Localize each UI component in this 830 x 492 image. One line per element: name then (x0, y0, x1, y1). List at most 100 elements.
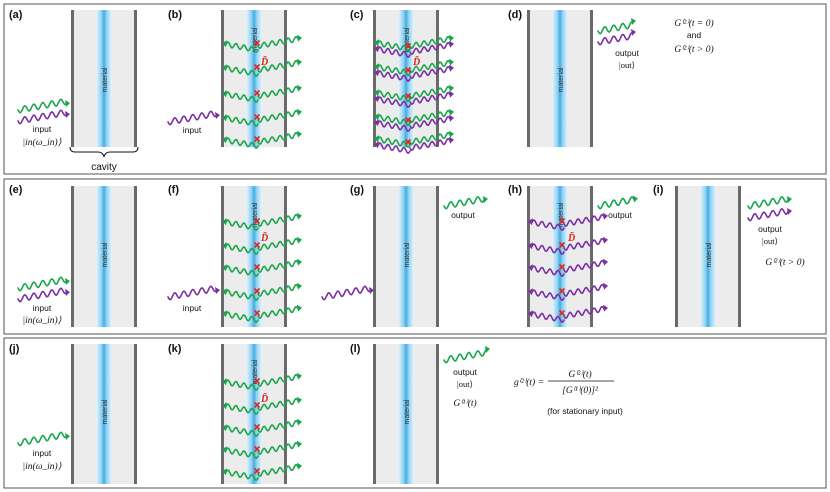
emitter-c-4 (404, 138, 412, 146)
label-a: (a) (9, 9, 23, 21)
photon-green-k-back-2 (222, 424, 259, 437)
photon-green-f-4 (257, 304, 302, 319)
photon-green-b-back-0 (222, 40, 259, 53)
photon-purple-h-back-3 (528, 288, 565, 301)
formula-d-2: G⁽²⁾(t > 0) (674, 44, 713, 55)
mirror-left (221, 344, 224, 484)
photon-purple-c-back-3 (374, 119, 411, 132)
emitter-b-3 (253, 113, 261, 121)
photon-green-f-back-3 (222, 288, 259, 301)
emitter-h-3 (558, 287, 566, 295)
cavity-d: material (527, 10, 593, 147)
photon-green-out-d (597, 17, 636, 35)
formula-l: G⁽¹⁾(t) (453, 398, 476, 409)
emitter-f-4 (253, 309, 261, 317)
mirror-right (436, 10, 439, 147)
photon-green-c-4 (409, 130, 454, 145)
input-label-b: input (183, 125, 202, 135)
photon-purple-out-i (747, 207, 792, 222)
output-state-i: |out⟩ (762, 236, 778, 246)
cavity-g: material (373, 186, 439, 327)
photon-green-c-back-1 (374, 63, 411, 76)
material-label: material (404, 242, 411, 267)
emitter-b-1 (253, 63, 261, 71)
formula-i: G⁽²⁾(t > 0) (765, 257, 804, 268)
photon-green-k-0 (257, 372, 302, 387)
cavity-f: material (221, 186, 287, 327)
mirror-right (134, 344, 137, 484)
mirror-left (71, 186, 74, 327)
material-label: material (252, 359, 259, 384)
label-f: (f) (168, 184, 179, 196)
cavity-brace (69, 146, 139, 158)
emitter-b-2 (253, 89, 261, 97)
photon-purple-c-back-0 (374, 45, 411, 58)
photon-green-f-back-2 (222, 264, 259, 277)
mirror-left (527, 10, 530, 147)
emitter-f-1 (253, 241, 261, 249)
input-label-j: input (33, 448, 52, 458)
material-label: material (558, 67, 565, 92)
emitter-c-2 (404, 92, 412, 100)
photon-green-b-4 (257, 130, 302, 145)
input-label-e: input (33, 303, 52, 313)
cavity-a: material (71, 10, 137, 147)
photon-green-c-back-4 (374, 135, 411, 148)
photon-purple-h-0 (563, 212, 608, 227)
photon-green-b-back-1 (222, 64, 259, 77)
photon-green-c-back-3 (374, 113, 411, 126)
material-label: material (102, 67, 109, 92)
photon-green-b-1 (257, 58, 302, 73)
photon-green-out-l (443, 345, 490, 364)
mirror-right (436, 186, 439, 327)
mirror-left (71, 344, 74, 484)
photon-green-input-j (17, 431, 70, 447)
mirror-right (590, 186, 593, 327)
material-layer (96, 10, 112, 147)
photon-purple-c-4 (409, 136, 454, 151)
cavity-j: material (71, 344, 137, 484)
label-k: (k) (168, 343, 182, 355)
panel-row-3 (3, 337, 827, 489)
g2-lhs: g⁽²⁾(t) = (514, 377, 544, 388)
photon-green-c-2 (409, 84, 454, 99)
output-label-d: output (615, 48, 639, 58)
emitter-f-3 (253, 287, 261, 295)
dtilde-c: D̃ (412, 55, 420, 68)
cavity-k: material (221, 344, 287, 484)
photon-green-k-2 (257, 418, 302, 433)
photon-green-f-2 (257, 258, 302, 273)
mirror-left (675, 186, 678, 327)
material-layer (552, 186, 568, 327)
photon-purple-h-3 (563, 282, 608, 297)
photon-green-f-1 (257, 236, 302, 251)
output-label-l: output (453, 367, 477, 377)
formula-d-1: G⁽²⁾(t = 0) (674, 18, 713, 29)
mirror-right (284, 344, 287, 484)
photon-green-f-back-4 (222, 310, 259, 323)
cavity-h: material (527, 186, 593, 327)
photon-green-b-0 (257, 34, 302, 49)
panel-row-2 (3, 178, 827, 335)
photon-green-input-a (17, 98, 70, 114)
photon-green-out-g (443, 195, 488, 210)
material-label: material (102, 242, 109, 267)
photon-green-k-back-4 (222, 468, 259, 481)
material-layer (552, 10, 568, 147)
output-label-h: output (608, 210, 632, 220)
mirror-right (590, 10, 593, 147)
emitter-k-4 (253, 467, 261, 475)
photon-green-k-back-0 (222, 378, 259, 391)
material-label: material (404, 27, 411, 52)
emitter-h-2 (558, 263, 566, 271)
photon-green-b-back-4 (222, 136, 259, 149)
emitter-k-3 (253, 445, 261, 453)
photon-green-out-i (747, 195, 792, 210)
photon-green-b-back-3 (222, 114, 259, 127)
cavity-e: material (71, 186, 137, 327)
mirror-right (436, 344, 439, 484)
photon-green-b-2 (257, 84, 302, 99)
photon-green-c-3 (409, 108, 454, 123)
photon-purple-input-f (167, 285, 220, 301)
material-label: material (404, 399, 411, 424)
